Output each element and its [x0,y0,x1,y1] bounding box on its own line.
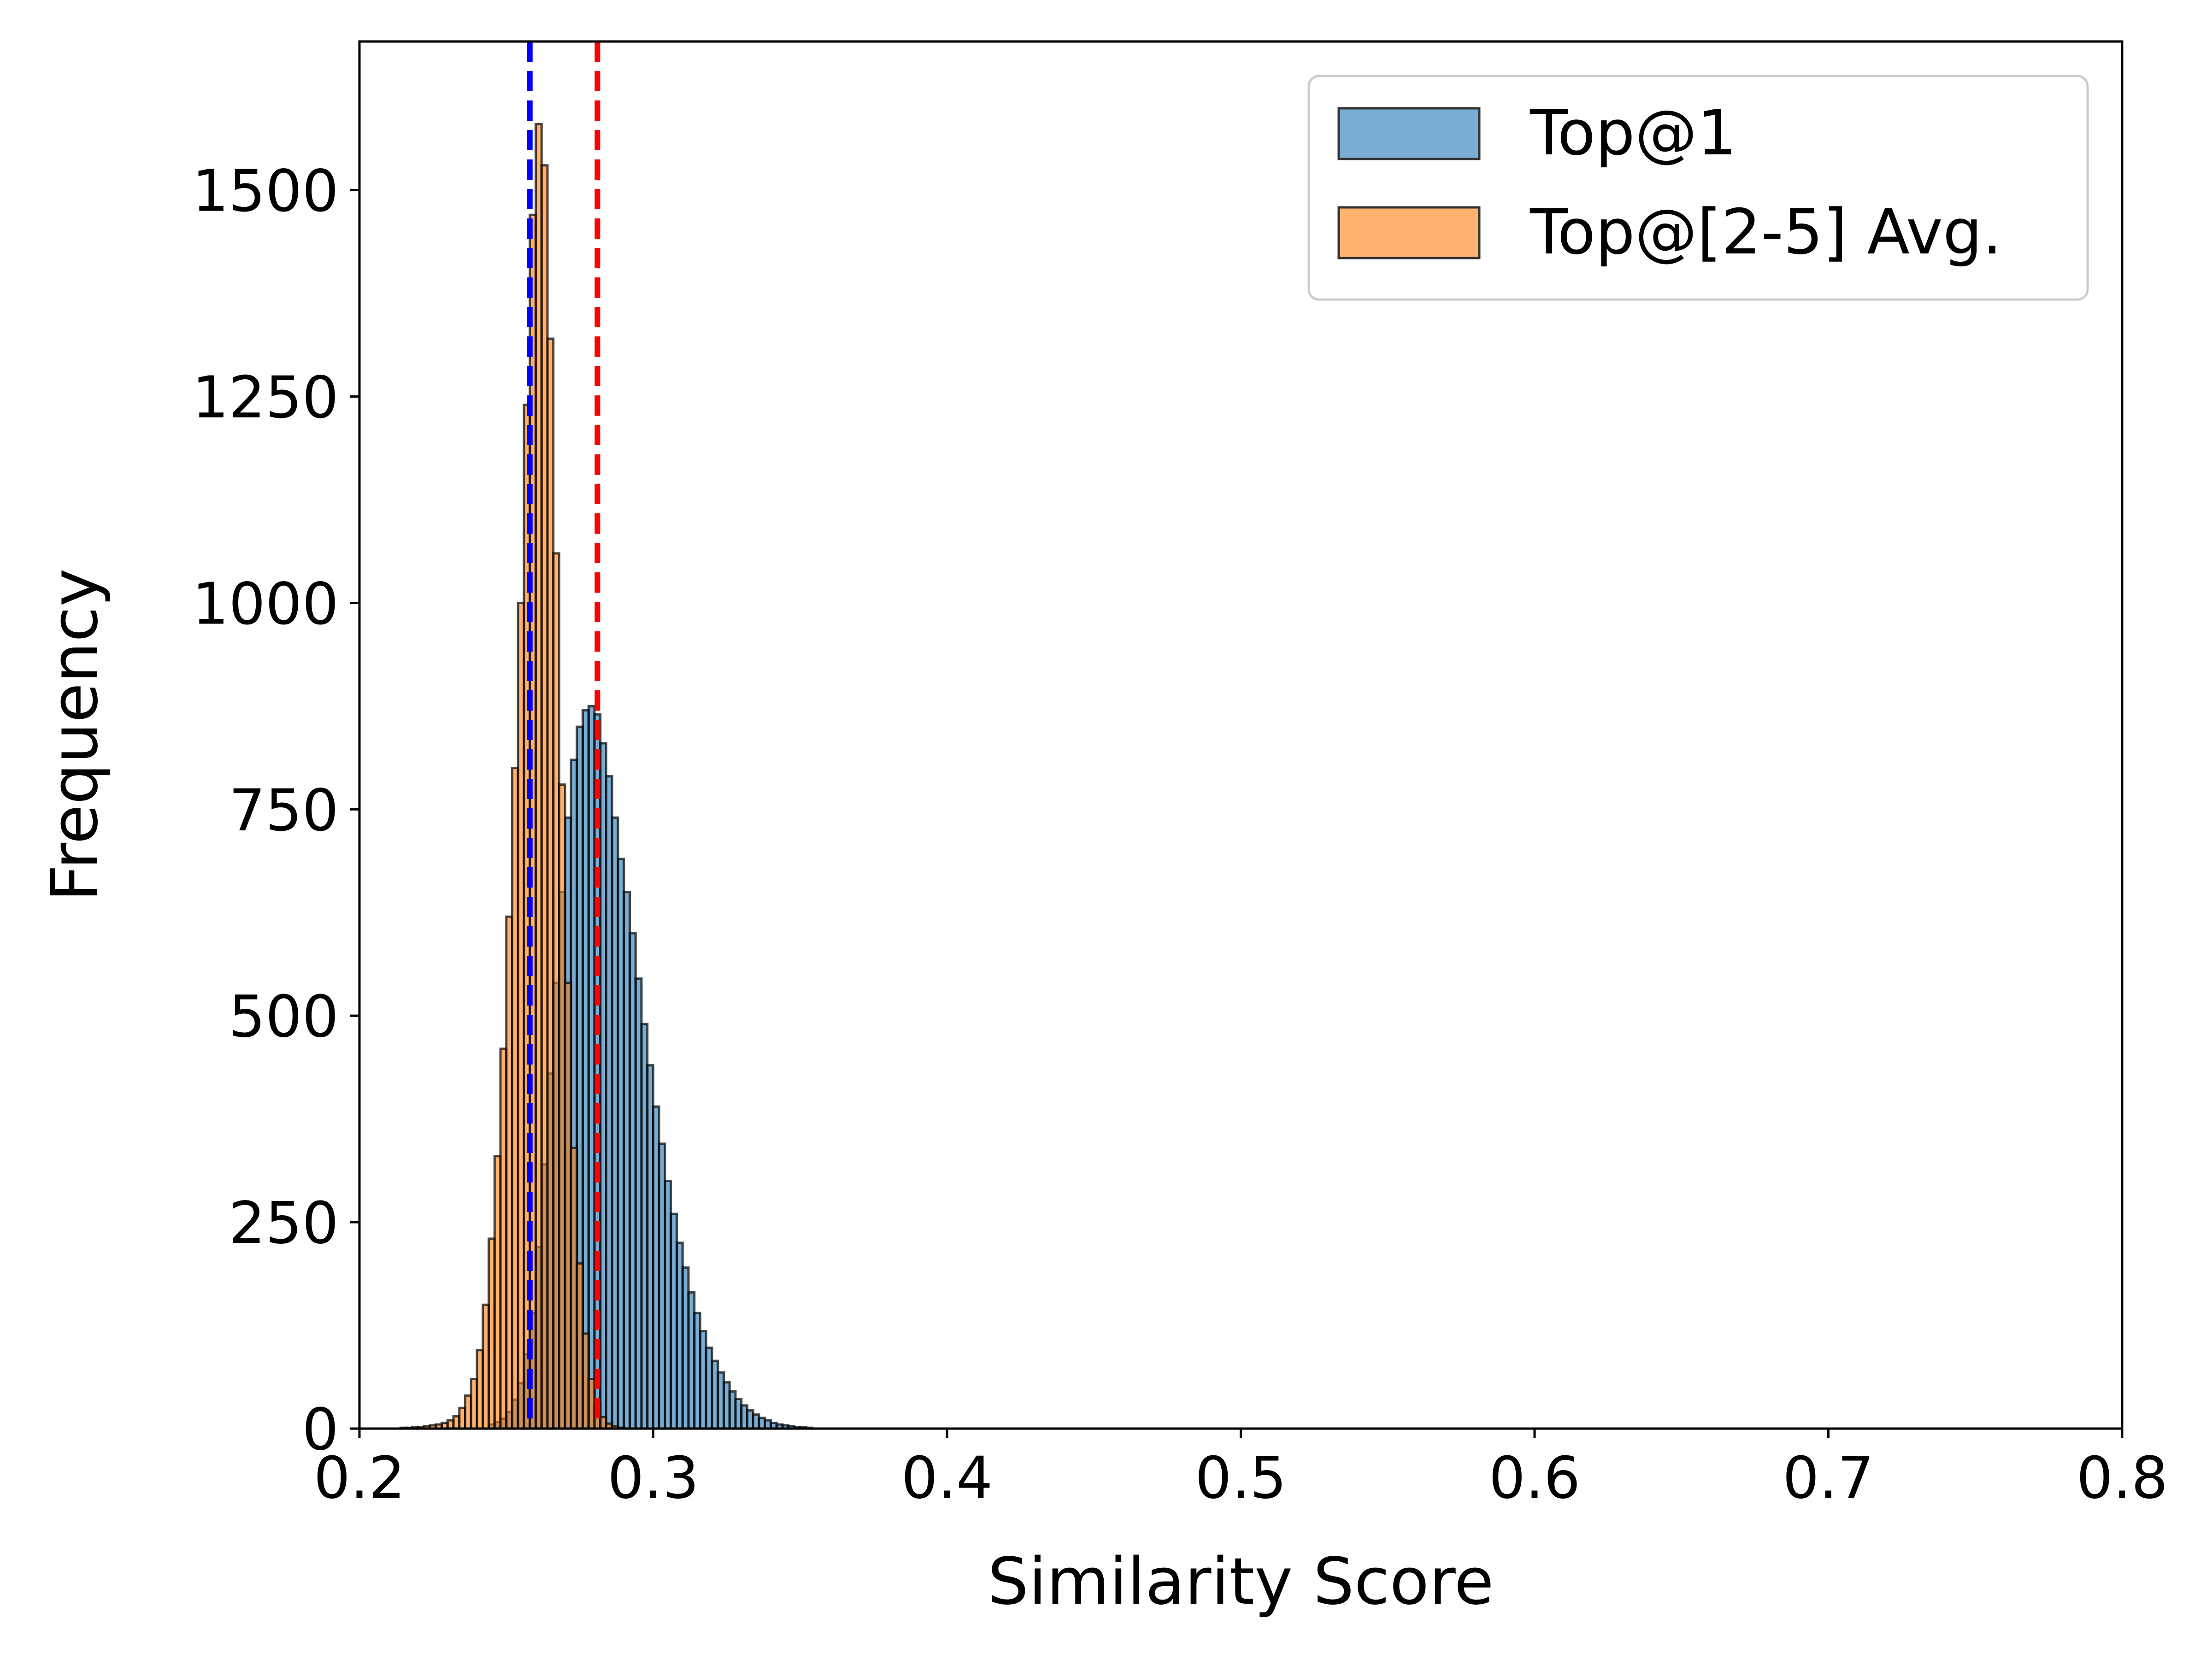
x-tick-label: 0.3 [607,1445,699,1512]
legend-box [1307,75,2089,301]
legend-swatch-top25 [1337,206,1481,259]
y-tick-label: 250 [229,1190,339,1257]
legend: Top@1 Top@[2-5] Avg. [1307,75,2089,301]
legend-swatch-top1 [1337,107,1481,160]
y-tick-label: 0 [302,1396,339,1463]
y-axis-title: Frequency [37,568,112,901]
y-tick-label: 1500 [192,158,339,225]
x-tick-label: 0.6 [1489,1445,1581,1512]
y-tick-label: 500 [229,983,339,1050]
legend-label-top1: Top@1 [1530,97,1737,169]
y-tick-label: 1250 [192,364,339,431]
y-tick-label: 750 [229,777,339,844]
x-axis-ticks: 0.2 0.3 0.4 0.5 0.6 0.7 0.8 [314,1429,2168,1512]
x-axis-title: Similarity Score [988,1544,1494,1619]
series-top25-bars [399,123,625,1430]
x-tick-label: 0.2 [314,1445,406,1512]
legend-label-top25: Top@[2-5] Avg. [1530,196,2002,268]
y-axis-ticks: 0 250 500 750 1000 1250 1500 [192,158,359,1463]
x-tick-label: 0.8 [2077,1445,2168,1512]
reference-lines [527,41,600,1429]
x-tick-label: 0.7 [1783,1445,1874,1512]
x-tick-label: 0.5 [1195,1445,1287,1512]
y-tick-label: 1000 [192,571,339,637]
x-tick-label: 0.4 [901,1445,993,1512]
